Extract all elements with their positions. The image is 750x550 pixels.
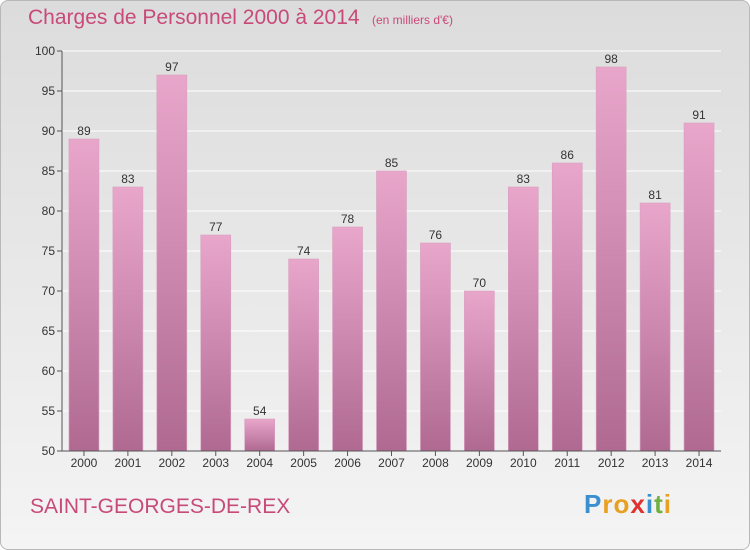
y-tick-label: 60 — [42, 364, 56, 378]
bar-2005 — [288, 258, 319, 452]
logo-letter: r — [602, 489, 614, 519]
y-tick-label: 70 — [42, 284, 56, 298]
y-tick-label: 75 — [42, 244, 56, 258]
y-tick-label: 50 — [42, 444, 56, 458]
logo-letter: t — [654, 489, 664, 519]
data-label: 70 — [473, 276, 487, 290]
bar-2007 — [376, 170, 407, 452]
x-tick-label: 2008 — [422, 456, 449, 470]
data-label: 76 — [429, 228, 443, 242]
bar-2013 — [639, 202, 671, 452]
bars — [68, 66, 715, 452]
logo-letter: x — [630, 489, 646, 519]
bar-2006 — [332, 226, 363, 452]
x-tick-label: 2002 — [158, 456, 185, 470]
data-label: 97 — [165, 60, 179, 74]
y-tick-label: 55 — [42, 404, 56, 418]
bar-2010 — [507, 186, 539, 452]
logo-letter: o — [613, 489, 631, 519]
x-tick-label: 2005 — [290, 456, 317, 470]
axes — [57, 50, 721, 456]
data-label: 86 — [561, 148, 575, 162]
x-tick-label: 2011 — [554, 456, 580, 470]
proxiti-logo: Proxiti — [584, 489, 672, 520]
logo-letter: i — [663, 489, 672, 519]
data-label: 77 — [209, 220, 223, 234]
data-label: 89 — [77, 124, 91, 138]
bar-2008 — [420, 242, 451, 452]
data-label: 98 — [604, 52, 618, 66]
x-tick-label: 2004 — [246, 456, 273, 470]
x-tick-label: 2003 — [202, 456, 229, 470]
x-tick-label: 2009 — [466, 456, 493, 470]
y-tick-label: 85 — [42, 164, 56, 178]
bar-2012 — [595, 66, 627, 452]
data-label: 78 — [341, 212, 355, 226]
data-label: 83 — [121, 172, 135, 186]
x-tick-label: 2013 — [642, 456, 669, 470]
x-tick-label: 2006 — [334, 456, 361, 470]
chart-title: Charges de Personnel 2000 à 2014 — [28, 6, 360, 29]
x-tick-label: 2001 — [115, 456, 142, 470]
y-tick-label: 80 — [42, 204, 56, 218]
y-tick-label: 90 — [42, 124, 56, 138]
bar-2000 — [68, 138, 100, 452]
data-label: 91 — [692, 108, 706, 122]
bar-2003 — [200, 234, 232, 452]
labels: 50 55 60 65 70 75 80 85 90 95 100 89 2000 83 2001 97 200… — [35, 44, 713, 470]
bar-2002 — [156, 74, 188, 452]
logo-letter: P — [584, 489, 603, 519]
y-tick-label: 95 — [42, 84, 56, 98]
x-tick-label: 2000 — [71, 456, 98, 470]
bar-2009 — [464, 290, 495, 452]
data-label: 74 — [297, 244, 311, 258]
data-label: 54 — [253, 404, 267, 418]
chart-subtitle: (en milliers d'€) — [372, 13, 453, 27]
x-tick-label: 2007 — [378, 456, 405, 470]
x-tick-label: 2010 — [510, 456, 537, 470]
commune-name: SAINT-GEORGES-DE-REX — [30, 495, 291, 518]
x-tick-label: 2012 — [598, 456, 625, 470]
y-tick-label: 65 — [42, 324, 56, 338]
logo-letter: i — [645, 489, 655, 519]
y-tick-label: 100 — [35, 44, 55, 58]
x-tick-label: 2014 — [686, 456, 713, 470]
bar-2004 — [244, 418, 275, 452]
bar-2014 — [683, 122, 715, 452]
bar-2001 — [112, 186, 144, 452]
bar-2011 — [551, 162, 583, 452]
data-label: 83 — [517, 172, 531, 186]
data-label: 85 — [385, 156, 399, 170]
data-label: 81 — [648, 188, 662, 202]
